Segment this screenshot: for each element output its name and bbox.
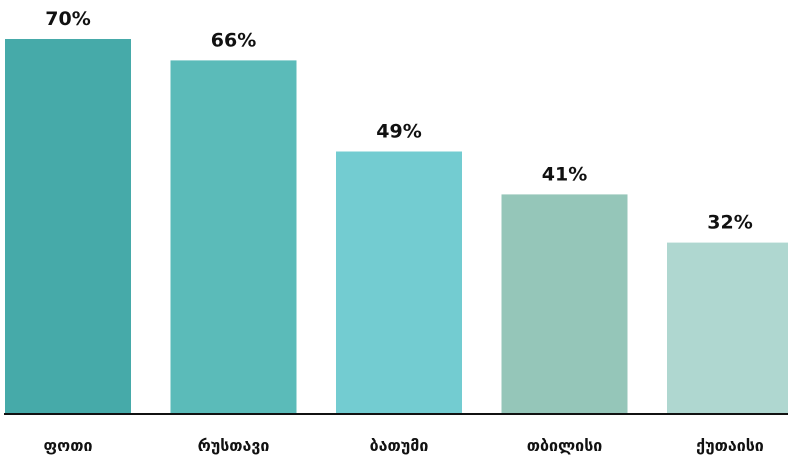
bar-2 xyxy=(170,60,297,415)
value-labels-group: 70% 66% 49% 41% 32% xyxy=(45,8,752,234)
bar-3 xyxy=(336,151,462,414)
bars-group xyxy=(5,39,788,415)
category-label-2: რუსთავი xyxy=(198,436,270,455)
category-label-5: ქუთაისი xyxy=(696,436,764,455)
value-label-5: 32% xyxy=(707,212,752,234)
bar-4 xyxy=(501,194,628,414)
value-label-2: 66% xyxy=(211,29,256,51)
category-label-4: თბილისი xyxy=(527,436,603,455)
value-label-4: 41% xyxy=(542,163,587,185)
bar-1 xyxy=(5,39,131,414)
value-label-1: 70% xyxy=(45,8,90,30)
bar-5 xyxy=(667,242,788,414)
category-label-3: ბათუმი xyxy=(370,436,429,455)
category-labels-group: ფოთი რუსთავი ბათუმი თბილისი ქუთაისი xyxy=(44,436,764,455)
category-label-1: ფოთი xyxy=(44,436,93,455)
value-label-3: 49% xyxy=(376,121,421,143)
